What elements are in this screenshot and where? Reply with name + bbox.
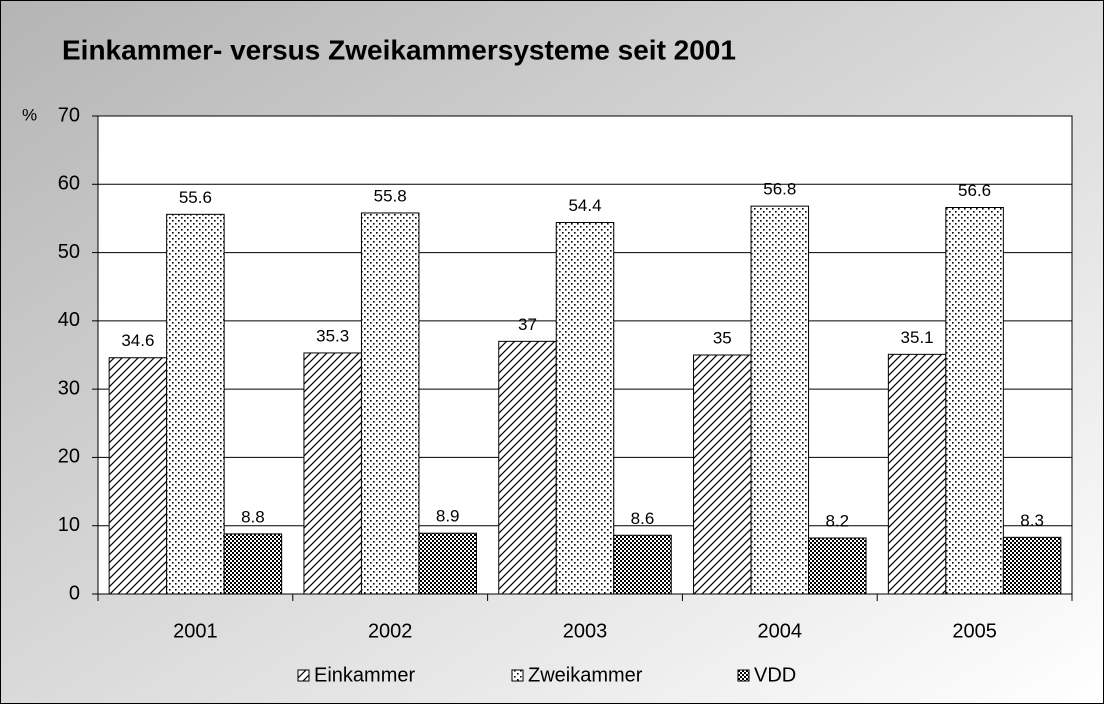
x-tick-label: 2004 bbox=[758, 620, 803, 642]
bar bbox=[223, 533, 283, 595]
bar bbox=[360, 212, 420, 595]
y-tick-label: 60 bbox=[58, 173, 80, 195]
value-label: 8.2 bbox=[825, 511, 849, 530]
y-tick-label: 20 bbox=[58, 446, 80, 468]
legend-label: Zweikammer bbox=[528, 664, 643, 686]
value-label: 54.4 bbox=[568, 196, 601, 215]
y-tick-label: 50 bbox=[58, 241, 80, 263]
legend-label: Einkammer bbox=[314, 664, 415, 686]
y-tick-label: 40 bbox=[58, 309, 80, 331]
y-tick-label: 70 bbox=[58, 104, 80, 126]
y-axis-label: % bbox=[22, 105, 37, 124]
bar bbox=[303, 352, 362, 595]
value-label: 56.8 bbox=[763, 180, 796, 199]
value-label: 37 bbox=[518, 315, 537, 334]
bar bbox=[498, 340, 557, 595]
x-tick-label: 2003 bbox=[563, 620, 608, 642]
value-label: 35.1 bbox=[901, 328, 934, 347]
legend-swatch bbox=[297, 669, 310, 682]
legend-swatch bbox=[511, 669, 524, 682]
x-tick-label: 2005 bbox=[952, 620, 997, 642]
bar bbox=[166, 213, 225, 595]
y-tick-label: 0 bbox=[69, 582, 80, 604]
bar bbox=[945, 207, 1004, 595]
bar bbox=[1002, 536, 1062, 595]
chart-title: Einkammer- versus Zweikammersysteme seit… bbox=[62, 34, 736, 65]
value-label: 8.6 bbox=[631, 509, 655, 528]
y-tick-label: 30 bbox=[58, 377, 80, 399]
value-label: 35 bbox=[713, 328, 732, 347]
bar bbox=[108, 357, 168, 595]
bar bbox=[750, 205, 810, 595]
legend-label: VDD bbox=[754, 664, 796, 686]
x-tick-label: 2002 bbox=[368, 620, 413, 642]
bar bbox=[555, 222, 615, 595]
value-label: 34.6 bbox=[121, 331, 154, 350]
bar bbox=[613, 534, 672, 595]
legend-swatch bbox=[737, 669, 750, 682]
x-tick-label: 2001 bbox=[173, 620, 218, 642]
bar bbox=[693, 354, 752, 595]
value-label: 8.8 bbox=[241, 507, 265, 526]
y-tick-label: 10 bbox=[58, 514, 80, 536]
value-label: 55.6 bbox=[179, 188, 212, 207]
bar bbox=[418, 532, 477, 595]
bar bbox=[808, 537, 867, 595]
value-label: 35.3 bbox=[316, 326, 349, 345]
value-label: 8.3 bbox=[1020, 511, 1044, 530]
value-label: 55.8 bbox=[374, 186, 407, 205]
value-label: 56.6 bbox=[958, 181, 991, 200]
value-label: 8.9 bbox=[436, 507, 460, 526]
bar bbox=[887, 353, 947, 595]
